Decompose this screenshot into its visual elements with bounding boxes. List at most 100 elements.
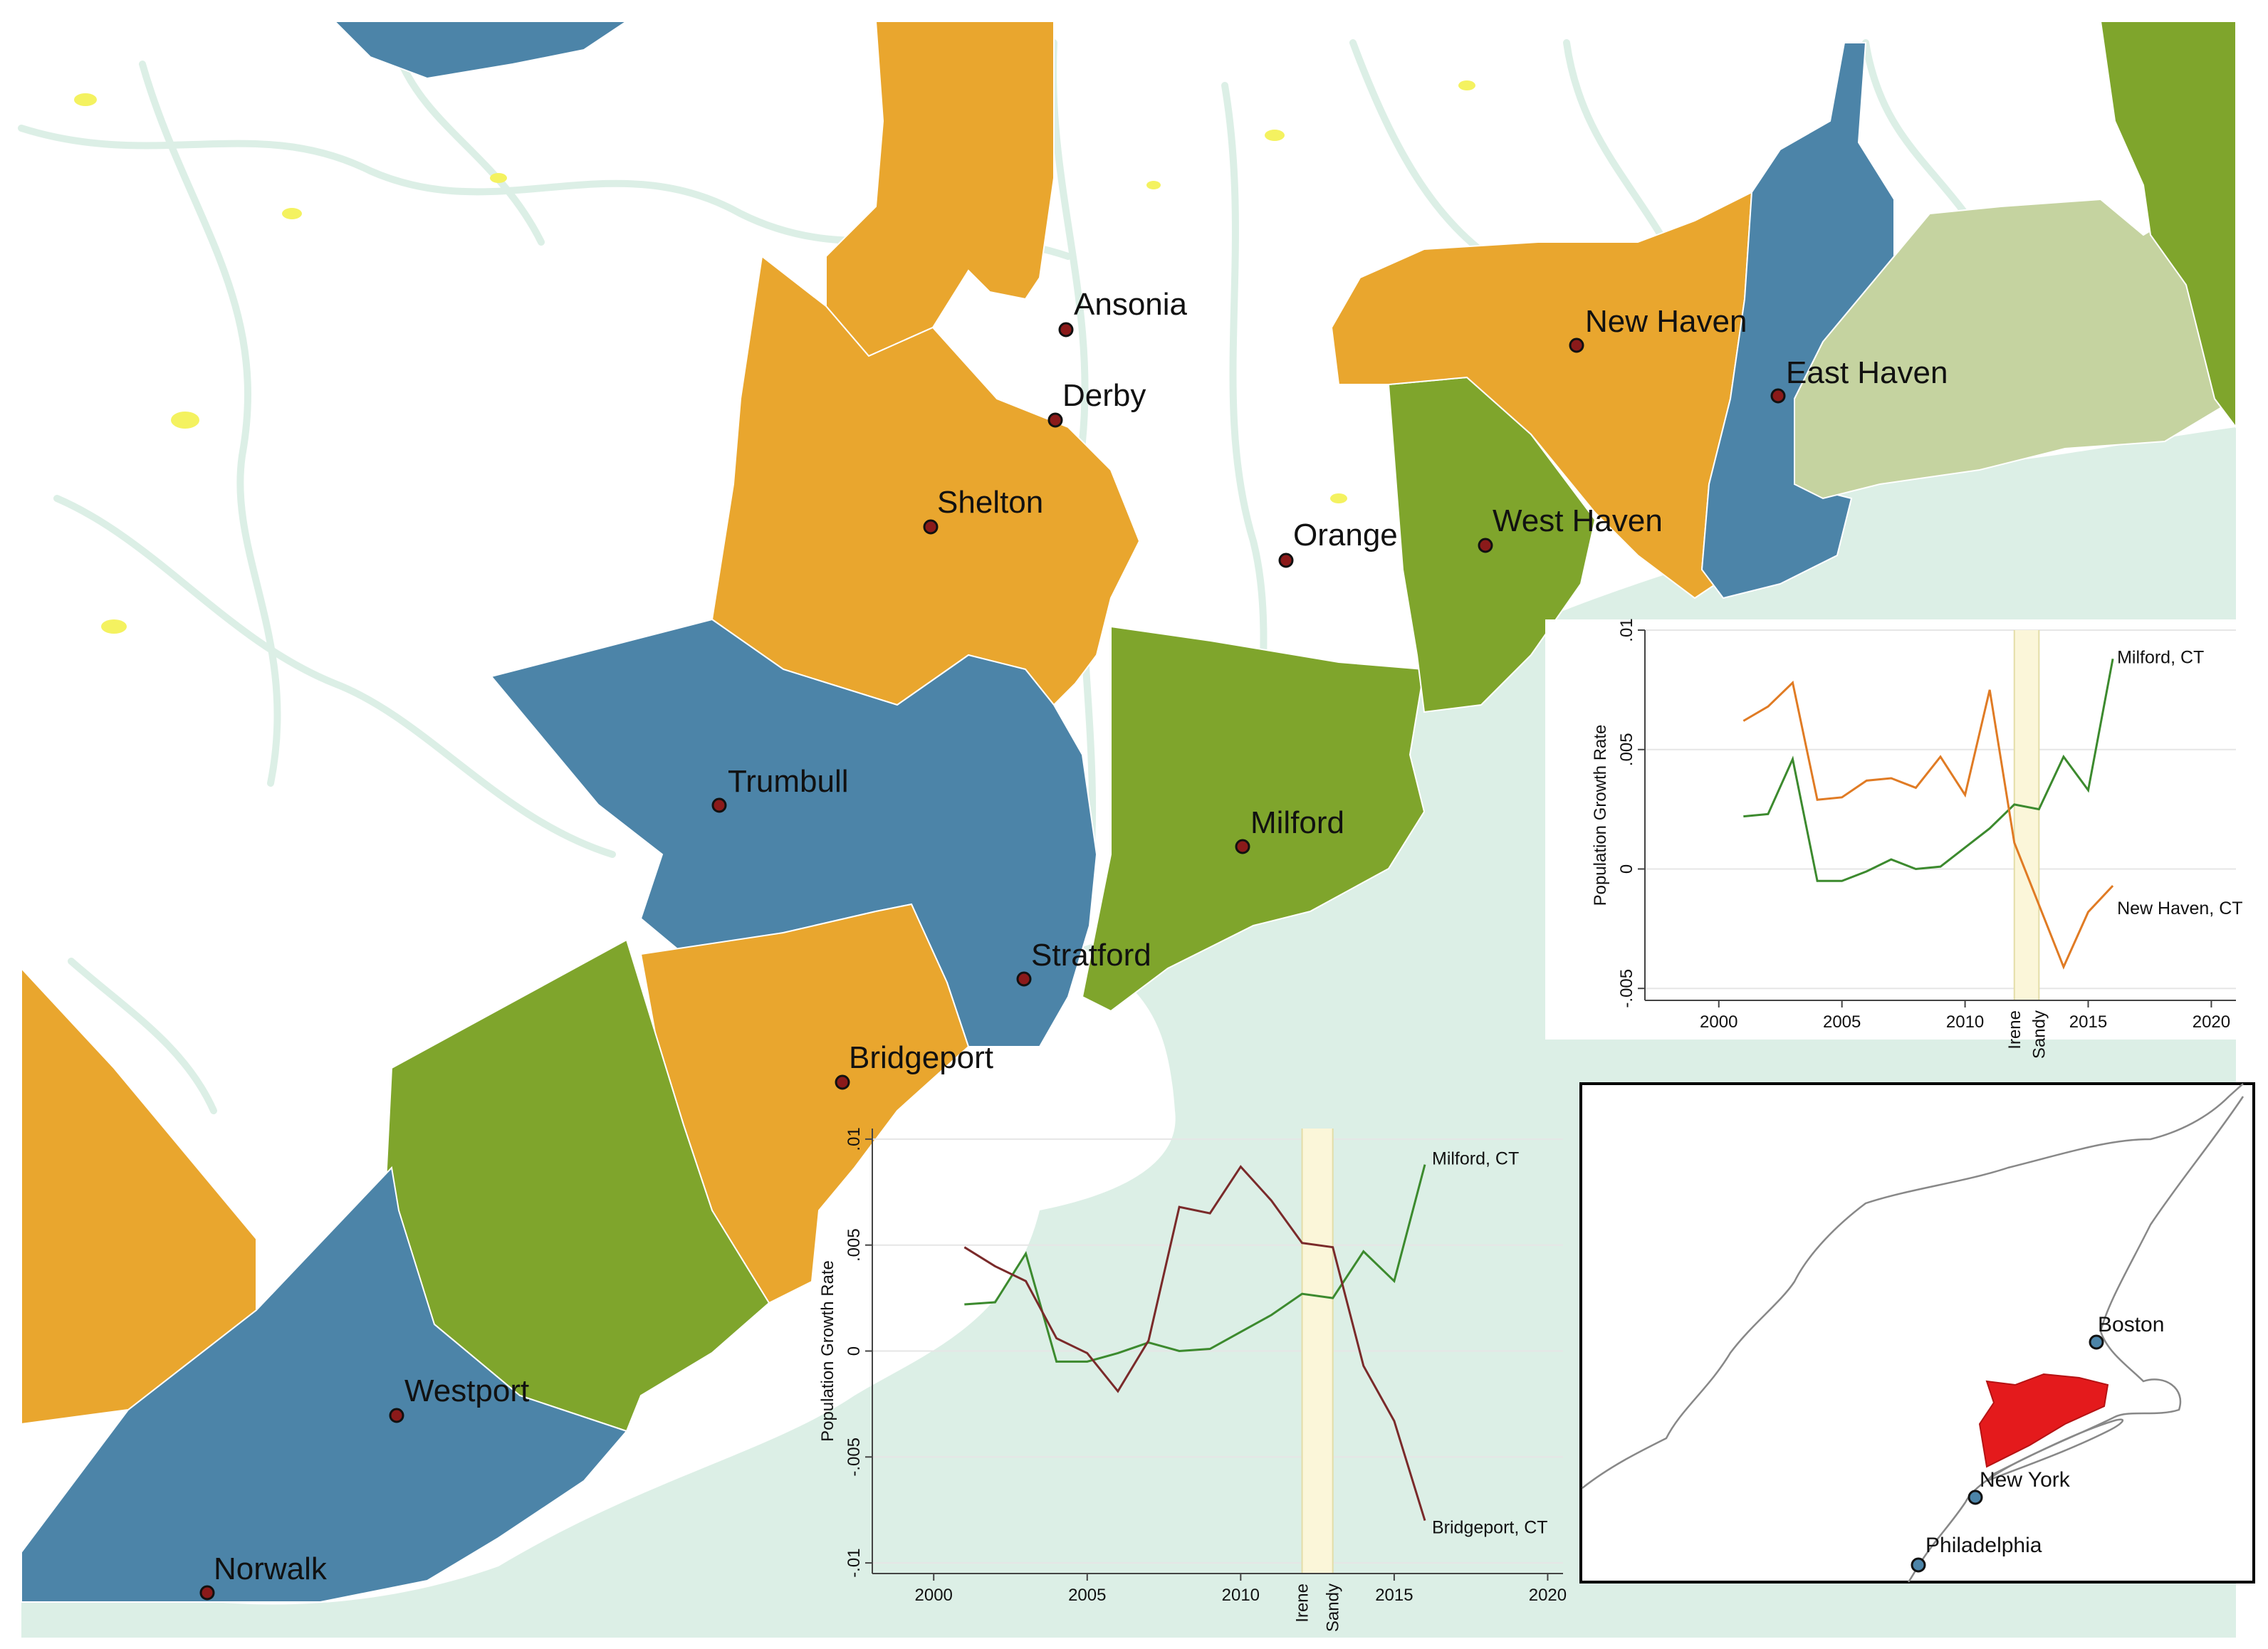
city-dot <box>199 1585 215 1601</box>
city-label: West Haven <box>1493 503 1663 538</box>
chart-y-tick-label: 0 <box>845 1346 864 1356</box>
city-orange: Orange <box>1278 518 1398 568</box>
chart-event-band <box>1302 1129 1333 1574</box>
chart-series <box>1742 658 2114 970</box>
chart-series-label: Milford, CT <box>1432 1149 1519 1169</box>
chart-y-axis-title: Population Growth Rate <box>1591 725 1610 906</box>
inset-study-region <box>1978 1373 2109 1468</box>
city-norwalk: Norwalk <box>199 1551 328 1601</box>
chart-y-tick-label: -.005 <box>1617 969 1636 1008</box>
chart-x-tick-label: 2000 <box>915 1586 953 1605</box>
city-label: Shelton <box>937 485 1043 520</box>
chart-band-label: Irene <box>1293 1583 1312 1623</box>
city-westport: Westport <box>389 1373 529 1423</box>
city-dot <box>1278 553 1294 568</box>
chart-event-bands: Irene Sandy <box>2005 630 2049 1059</box>
chart-y-tick-label: .005 <box>845 1228 864 1262</box>
city-dot <box>835 1074 850 1090</box>
city-label: Norwalk <box>214 1551 328 1586</box>
city-dot <box>923 519 939 535</box>
chart-y-tick-label: .01 <box>1617 618 1636 642</box>
chart-x-tick-label: 2020 <box>1529 1586 1567 1605</box>
chart-milford-new-haven: Irene Sandy .01 .005 0 -.005 2000 2005 2010 2015… <box>1545 618 2268 1059</box>
city-dot <box>1016 971 1032 987</box>
city-bridgeport: Bridgeport <box>835 1040 993 1090</box>
chart-series-line <box>963 1165 1426 1522</box>
inset-city-dot <box>1911 1557 1926 1573</box>
city-milford: Milford <box>1235 805 1344 854</box>
city-shelton: Shelton <box>923 485 1043 535</box>
chart-x-tick-label: 2020 <box>2193 1012 2230 1032</box>
chart-x-tick-label: 2010 <box>1222 1586 1260 1605</box>
city-ansonia: Ansonia <box>1058 287 1188 337</box>
chart-band-label: Sandy <box>1324 1583 1343 1632</box>
town-region-east-haven <box>1700 42 1895 600</box>
chart-y-tick-label: .005 <box>1617 733 1636 766</box>
chart-series-line <box>1743 658 2114 882</box>
chart-x-tick-label: 2000 <box>1700 1012 1737 1032</box>
chart-axes: .01 .005 0 -.005 2000 2005 2010 2015 2020 Populat… <box>1591 618 2236 1032</box>
chart-event-band <box>2014 630 2039 1000</box>
chart-series <box>963 1164 1426 1522</box>
city-label: Westport <box>404 1373 529 1408</box>
chart-y-tick-label: .01 <box>845 1127 864 1151</box>
chart-series-label: Milford, CT <box>2117 647 2204 667</box>
city-dot <box>1569 337 1584 353</box>
chart-milford-bridgeport: Irene Sandy .01 .005 0 -.005 -.01 2000 2005 2010… <box>818 1127 1567 1632</box>
inset-long-island <box>1986 1418 2124 1482</box>
inset-coastline <box>1907 1096 2245 1583</box>
town-region-southwest-orange <box>21 966 257 1425</box>
town-region-northwest-blue <box>333 21 629 80</box>
chart-x-tick-label: 2005 <box>1823 1012 1861 1032</box>
city-label: Orange <box>1293 518 1398 553</box>
chart-x-tick-label: 2015 <box>1375 1586 1413 1605</box>
river-network <box>18 39 1969 1114</box>
chart-y-tick-label: -.005 <box>845 1438 864 1477</box>
town-region-north-orange <box>825 21 1055 357</box>
town-region-trumbull <box>490 618 1098 1047</box>
chart-y-tick-label: -.01 <box>845 1548 864 1577</box>
chart-background <box>1545 619 2268 1040</box>
chart-x-tick-label: 2015 <box>2069 1012 2107 1032</box>
city-label: New Haven <box>1585 304 1747 339</box>
city-new-haven: New Haven <box>1569 304 1747 353</box>
inset-locator-map: Boston New York Philadelphia <box>1579 1082 2255 1583</box>
inset-frame <box>1579 1082 2255 1583</box>
city-label: Bridgeport <box>849 1040 993 1075</box>
town-region-branford <box>1794 198 2237 500</box>
town-regions <box>21 21 2237 1603</box>
chart-axes: .01 .005 0 -.005 -.01 2000 2005 2010 2015 2020 Pop… <box>818 1127 1567 1605</box>
chart-labels: Milford, CT Bridgeport, CT <box>1432 1149 1548 1538</box>
city-dot <box>1770 388 1786 404</box>
city-stratford: Stratford <box>1016 938 1151 987</box>
chart-grid <box>872 1138 1563 1564</box>
city-markers: Ansonia Derby New Haven East Haven Shelt… <box>199 287 1948 1601</box>
inset-city-boston: Boston <box>2089 1313 2164 1350</box>
inset-city-label: Boston <box>2098 1313 2164 1336</box>
chart-x-tick-label: 2005 <box>1068 1586 1106 1605</box>
town-region-milford <box>1081 625 1426 1012</box>
chart-series-line <box>1742 680 2114 970</box>
chart-grid <box>1645 629 2236 990</box>
inset-city-dot <box>1967 1490 1983 1505</box>
inset-city-label: New York <box>1980 1468 2071 1492</box>
ponds <box>74 80 1475 634</box>
city-west-haven: West Haven <box>1478 503 1663 553</box>
inset-city-label: Philadelphia <box>1925 1534 2042 1557</box>
inset-city-new-york: New York <box>1967 1468 2071 1505</box>
inset-city-dot <box>2089 1334 2104 1350</box>
chart-y-tick-label: 0 <box>1617 864 1636 874</box>
chart-series-label: Bridgeport, CT <box>1432 1518 1548 1538</box>
city-label: Stratford <box>1031 938 1151 973</box>
city-label: Derby <box>1062 378 1146 413</box>
inset-city-philadelphia: Philadelphia <box>1911 1534 2042 1573</box>
city-dot <box>389 1408 404 1423</box>
city-derby: Derby <box>1047 378 1146 428</box>
city-trumbull: Trumbull <box>711 764 849 813</box>
city-label: East Haven <box>1786 355 1948 390</box>
city-label: Trumbull <box>728 764 849 799</box>
inset-state-borders <box>1582 1083 2244 1489</box>
chart-band-label: Sandy <box>2029 1010 2049 1059</box>
city-label: Milford <box>1250 805 1344 840</box>
